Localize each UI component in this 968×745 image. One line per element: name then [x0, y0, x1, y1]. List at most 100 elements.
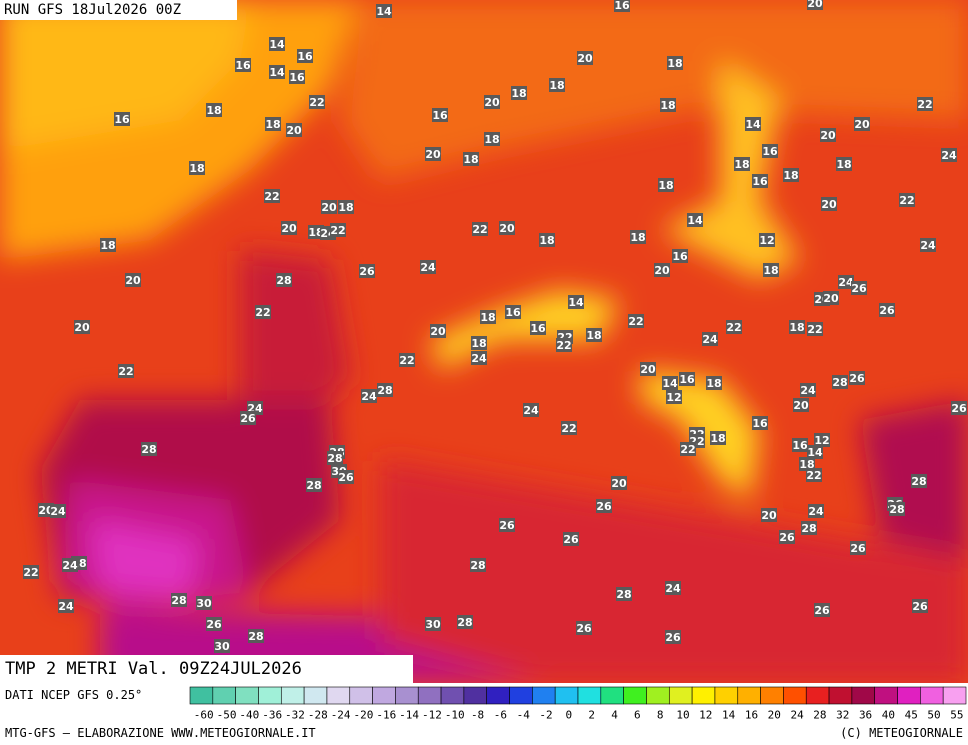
- label-box: [793, 398, 809, 412]
- label-box: [100, 238, 116, 252]
- temp-label: 24: [941, 148, 957, 162]
- temp-label: 22: [264, 189, 280, 203]
- label-box: [50, 504, 66, 518]
- label-value: 16: [289, 71, 305, 84]
- label-value: 24: [702, 333, 718, 346]
- label-value: 16: [792, 439, 808, 452]
- label-box: [457, 615, 473, 629]
- label-value: 28: [327, 452, 342, 465]
- label-value: 28: [377, 384, 392, 397]
- label-value: 18: [710, 432, 725, 445]
- label-value: 18: [783, 169, 798, 182]
- label-value: 24: [523, 404, 539, 417]
- scale-swatch: [577, 686, 602, 705]
- label-value: 28: [616, 588, 631, 601]
- scale-swatch: [463, 686, 488, 705]
- label-box: [801, 521, 817, 535]
- label-value: 28: [141, 443, 156, 456]
- scale-label: 12: [699, 709, 712, 722]
- label-value: 26: [665, 631, 681, 644]
- label-box: [752, 416, 768, 430]
- label-value: 20: [281, 222, 297, 235]
- label-box: [941, 148, 957, 162]
- temp-label: 16: [679, 372, 695, 386]
- temp-label: 16: [114, 112, 130, 126]
- label-box: [206, 617, 222, 631]
- label-value: 20: [823, 292, 839, 305]
- label-box: [672, 249, 688, 263]
- label-value: 30: [196, 597, 212, 610]
- label-value: 14: [662, 377, 678, 390]
- label-box: [586, 328, 602, 342]
- label-value: 28: [306, 479, 321, 492]
- temp-label: 22: [899, 193, 915, 207]
- scale-label: 50: [927, 709, 940, 722]
- label-box: [710, 431, 726, 445]
- label-box: [814, 433, 830, 447]
- label-value: 30: [425, 618, 441, 631]
- label-box: [214, 639, 230, 653]
- label-value: 26: [849, 372, 865, 385]
- scale-swatch: [646, 686, 670, 705]
- label-box: [800, 383, 816, 397]
- label-value: 22: [899, 194, 914, 207]
- label-value: 24: [62, 559, 78, 572]
- label-box: [596, 499, 612, 513]
- scale-label: -16: [376, 709, 396, 722]
- scale-swatch: [874, 686, 898, 705]
- temp-label: 24: [361, 389, 377, 403]
- scale-swatch: [212, 686, 236, 705]
- temp-label: 22: [807, 322, 823, 336]
- label-value: 26: [206, 618, 222, 631]
- label-box: [499, 518, 515, 532]
- run-label: RUN GFS 18Jul2026 00Z: [4, 2, 181, 18]
- label-value: 22: [561, 422, 576, 435]
- temp-label: 24: [523, 403, 539, 417]
- scale-label: 6: [634, 709, 641, 722]
- temp-label: 12: [814, 433, 830, 447]
- scale-swatch: [600, 686, 624, 705]
- label-value: 20: [74, 321, 90, 334]
- label-value: 14: [745, 118, 761, 131]
- label-box: [23, 565, 39, 579]
- temp-label: 26: [779, 530, 795, 544]
- label-box: [640, 362, 656, 376]
- label-box: [556, 338, 572, 352]
- label-value: 20: [484, 96, 500, 109]
- label-box: [141, 442, 157, 456]
- scale-label: 45: [905, 709, 918, 722]
- label-box: [561, 421, 577, 435]
- label-value: 20: [125, 274, 141, 287]
- temp-label: 12: [666, 390, 682, 404]
- label-box: [539, 233, 555, 247]
- label-box: [783, 168, 799, 182]
- scale-swatch: [349, 686, 373, 705]
- scale-swatch: [897, 686, 921, 705]
- temp-label: 24: [50, 504, 66, 518]
- label-value: 14: [376, 5, 392, 18]
- temp-label: 22: [255, 305, 271, 319]
- temp-label: 22: [23, 565, 39, 579]
- temp-label: 28: [276, 273, 292, 287]
- temp-label: 20: [807, 0, 823, 10]
- label-box: [854, 117, 870, 131]
- temp-label: 20: [640, 362, 656, 376]
- label-value: 18: [586, 329, 601, 342]
- label-box: [850, 541, 866, 555]
- label-value: 24: [808, 505, 824, 518]
- temperature-field: [0, 0, 968, 683]
- temp-label: 20: [823, 291, 839, 305]
- label-box: [255, 305, 271, 319]
- label-value: 20: [640, 363, 656, 376]
- temp-label: 18: [658, 178, 674, 192]
- label-value: 22: [680, 443, 695, 456]
- label-box: [463, 152, 479, 166]
- temp-label: 16: [505, 305, 521, 319]
- label-box: [425, 617, 441, 631]
- scale-swatch: [920, 686, 944, 705]
- label-box: [276, 273, 292, 287]
- label-box: [432, 108, 448, 122]
- label-value: 18: [630, 231, 645, 244]
